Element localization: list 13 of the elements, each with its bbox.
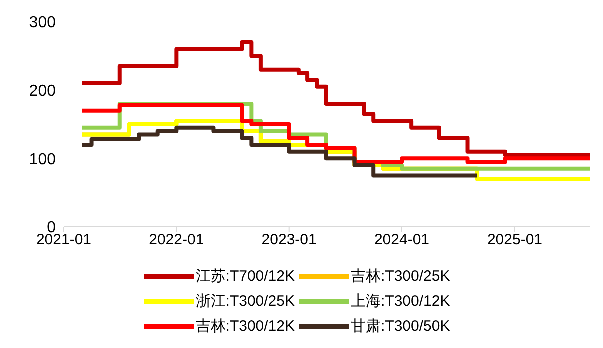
legend-label: 吉林:T300/12K — [196, 317, 295, 336]
x-tick-label: 2022-01 — [149, 232, 204, 249]
x-tick-label: 2025-01 — [487, 232, 543, 249]
y-tick-label: 300 — [29, 14, 56, 32]
x-tick-label: 2023-01 — [262, 232, 317, 249]
legend-label: 浙江:T300/25K — [196, 292, 295, 311]
x-tick-label: 2024-01 — [374, 232, 430, 249]
legend-label: 甘肃:T300/50K — [351, 317, 450, 336]
legend-label: 江苏:T700/12K — [196, 267, 295, 286]
legend-label: 上海:T300/12K — [351, 292, 450, 311]
y-tick-label: 100 — [29, 151, 56, 168]
y-tick-label: 200 — [29, 83, 56, 100]
legend-label: 吉林:T300/25K — [351, 267, 450, 286]
